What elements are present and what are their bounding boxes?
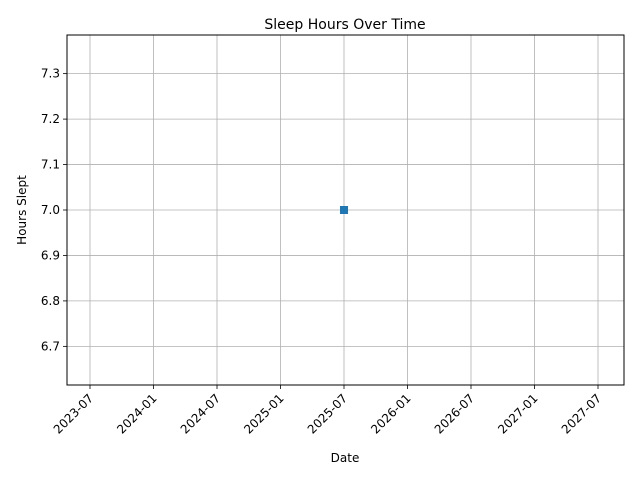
y-axis-label: Hours Slept: [15, 175, 29, 245]
y-tick-label: 7.2: [41, 112, 60, 126]
x-tick-label: 2023-07: [51, 391, 96, 436]
y-tick-label: 7.1: [41, 158, 60, 172]
y-tick-label: 7.0: [41, 203, 60, 217]
y-tick-label: 7.3: [41, 67, 60, 81]
ticks-layer: 2023-07 2024-01 2024-07 2025-01 2025-07 2026-…: [41, 67, 604, 437]
x-tick-label: 2026-01: [368, 391, 413, 436]
x-tick-label: 2027-01: [495, 391, 540, 436]
x-axis-label: Date: [331, 451, 360, 465]
y-tick-label: 6.7: [41, 339, 60, 353]
x-tick-label: 2024-01: [114, 391, 159, 436]
y-tick-label: 6.9: [41, 248, 60, 262]
chart-title: Sleep Hours Over Time: [264, 17, 425, 33]
x-tick-label: 2026-07: [432, 391, 477, 436]
x-tick-label: 2025-01: [241, 391, 286, 436]
x-tick-label: 2027-07: [559, 391, 604, 436]
marks-layer: [340, 206, 348, 214]
x-tick-label: 2024-07: [178, 391, 223, 436]
data-point: [340, 206, 348, 214]
x-tick-label: 2025-07: [305, 391, 350, 436]
y-tick-label: 6.8: [41, 294, 60, 308]
